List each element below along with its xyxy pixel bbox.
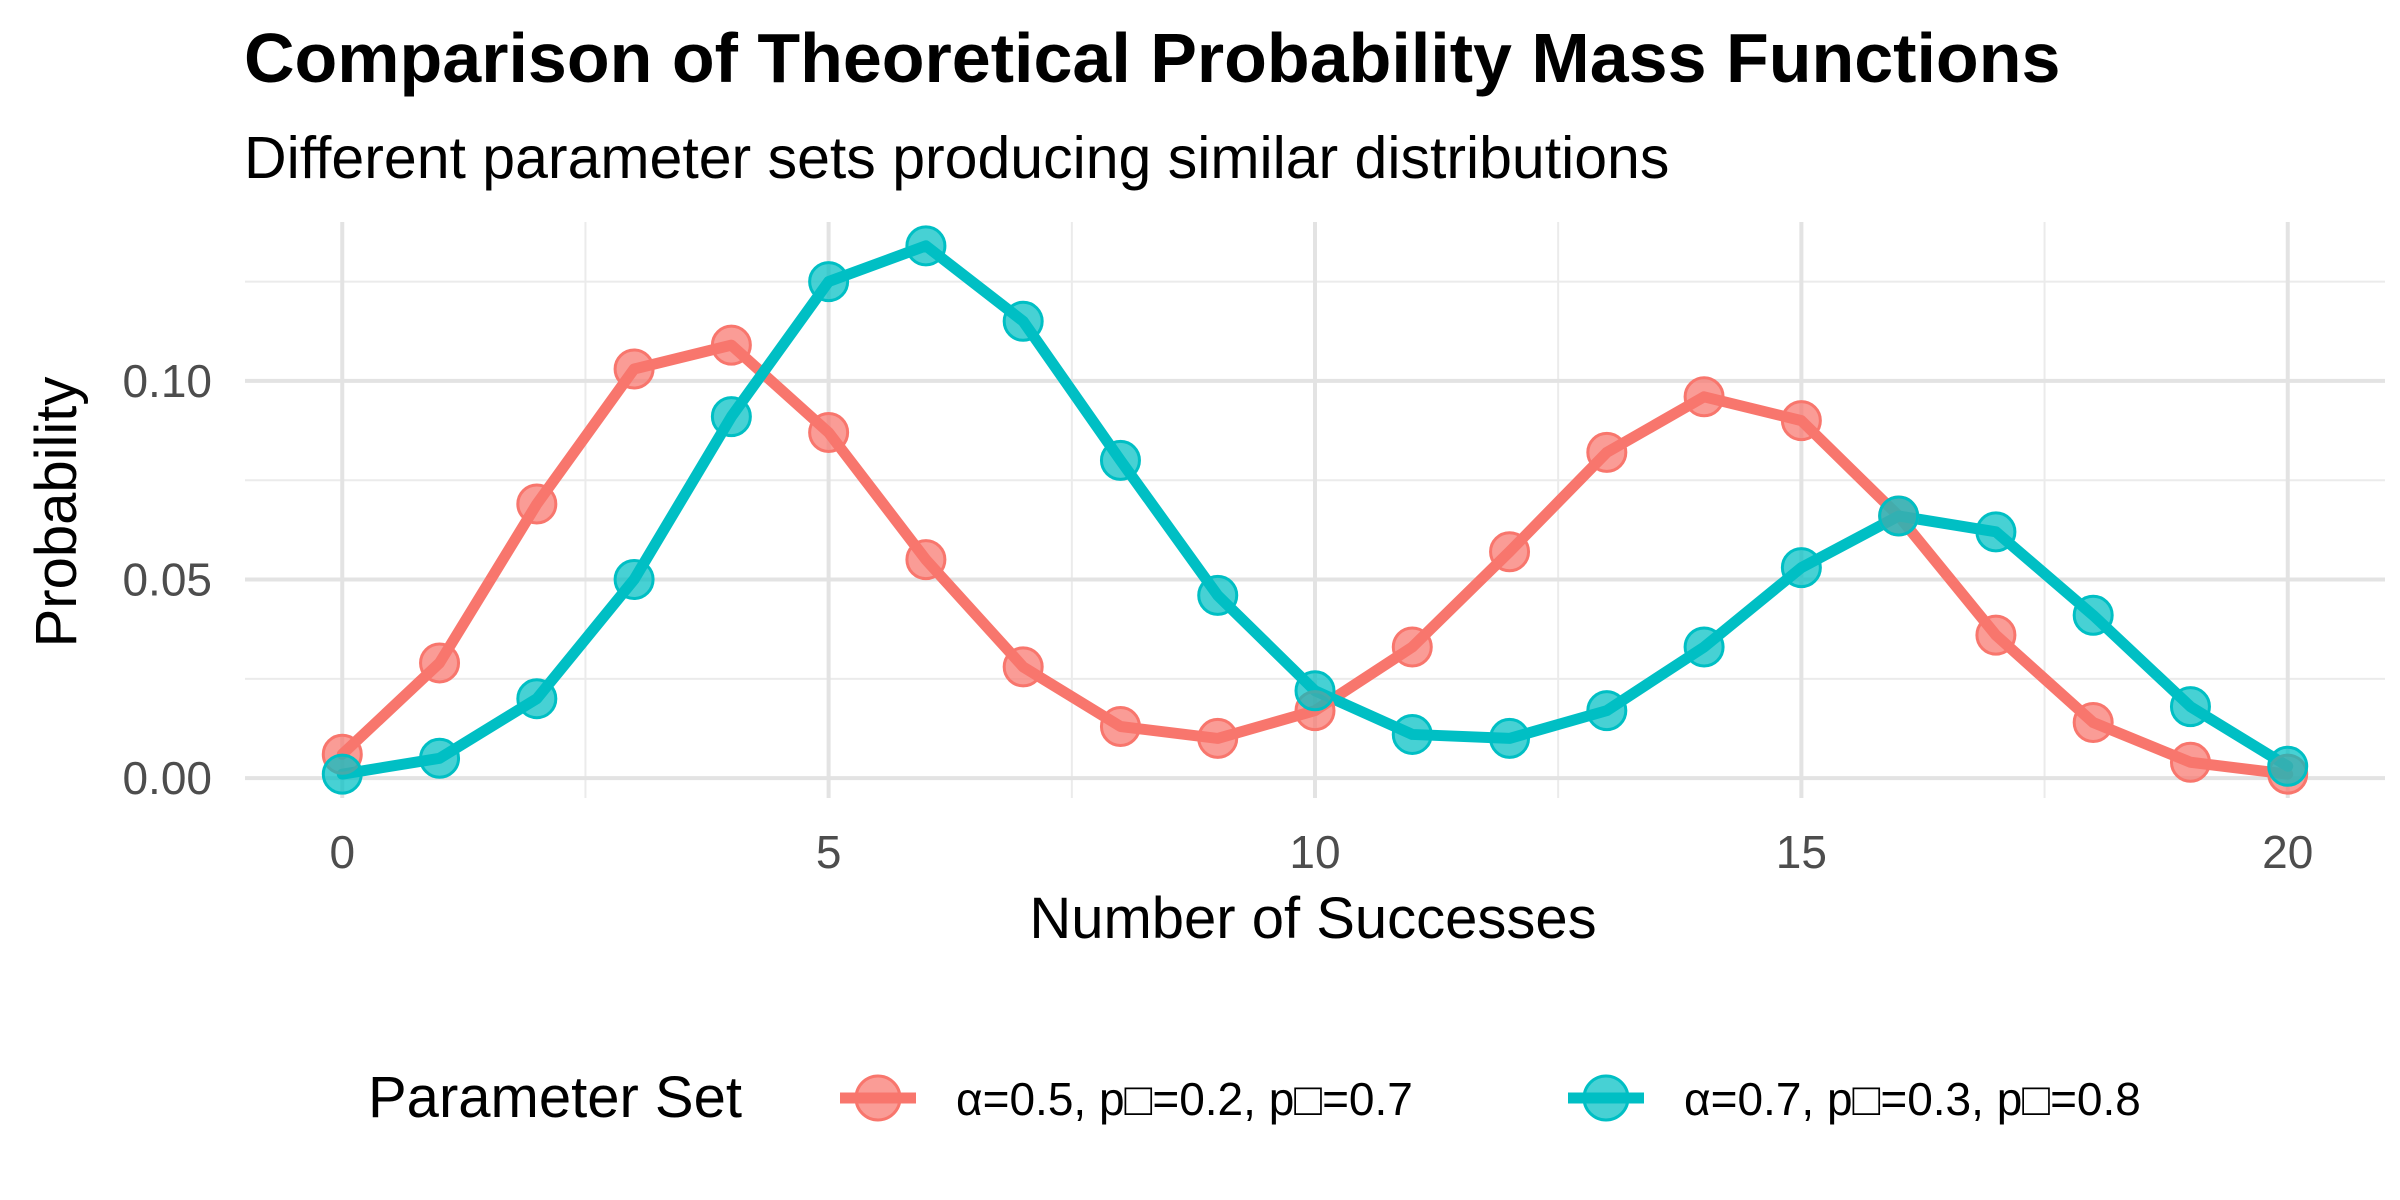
data-point — [419, 642, 461, 684]
data-point — [613, 559, 655, 601]
data-point — [1586, 690, 1628, 732]
data-point — [419, 737, 461, 779]
x-tick-label: 5 — [816, 826, 842, 878]
legend-label: α=0.7, p□=0.3, p□=0.8 — [1684, 1073, 2141, 1125]
y-tick-label: 0.00 — [122, 752, 212, 804]
chart-subtitle: Different parameter sets producing simil… — [244, 125, 1670, 191]
legend-label: α=0.5, p□=0.2, p□=0.7 — [956, 1073, 1413, 1125]
x-tick-label: 15 — [1776, 826, 1827, 878]
data-point — [2267, 745, 2309, 787]
x-axis-title: Number of Successes — [1029, 886, 1596, 951]
data-point — [2169, 686, 2211, 728]
x-tick-label: 20 — [2262, 826, 2313, 878]
legend-key-point — [1582, 1074, 1630, 1122]
data-point — [1391, 626, 1433, 668]
data-point — [905, 539, 947, 581]
data-point — [1489, 531, 1531, 573]
data-point — [516, 483, 558, 525]
data-point — [2169, 741, 2211, 783]
data-point — [2072, 702, 2114, 744]
data-point — [1975, 614, 2017, 656]
data-point — [1099, 705, 1141, 747]
data-point — [1099, 439, 1141, 481]
data-point — [1683, 626, 1725, 668]
data-point — [1294, 670, 1336, 712]
data-point — [710, 324, 752, 366]
legend: Parameter Set α=0.5, p□=0.2, p□=0.7 α=0.7… — [368, 1065, 2141, 1130]
data-point — [1489, 717, 1531, 759]
legend-title: Parameter Set — [368, 1065, 742, 1130]
data-point — [905, 225, 947, 267]
chart-title: Comparison of Theoretical Probability Ma… — [244, 19, 2061, 97]
data-point — [1780, 547, 1822, 589]
data-point — [1002, 300, 1044, 342]
x-axis-ticks: 0 5 10 15 20 — [329, 826, 2313, 878]
data-point — [710, 396, 752, 438]
x-tick-label: 10 — [1289, 826, 1340, 878]
data-point — [516, 678, 558, 720]
data-point — [1683, 376, 1725, 418]
y-tick-label: 0.10 — [122, 355, 212, 407]
data-point — [2072, 594, 2114, 636]
y-axis-ticks: 0.00 0.05 0.10 — [122, 355, 212, 804]
data-point — [1878, 495, 1920, 537]
x-tick-label: 0 — [329, 826, 355, 878]
y-axis-title: Probability — [24, 377, 89, 648]
data-point — [321, 753, 363, 795]
data-point — [1197, 717, 1239, 759]
major-gridlines — [245, 222, 2385, 798]
data-point — [613, 348, 655, 390]
data-point — [1975, 511, 2017, 553]
series-layer — [321, 225, 2309, 795]
data-point — [1002, 646, 1044, 688]
data-point — [808, 261, 850, 303]
y-tick-label: 0.05 — [122, 554, 212, 606]
data-point — [1391, 713, 1433, 755]
data-point — [1586, 431, 1628, 473]
legend-key-point — [854, 1074, 902, 1122]
data-point — [808, 412, 850, 454]
data-point — [1197, 574, 1239, 616]
data-point — [1780, 400, 1822, 442]
